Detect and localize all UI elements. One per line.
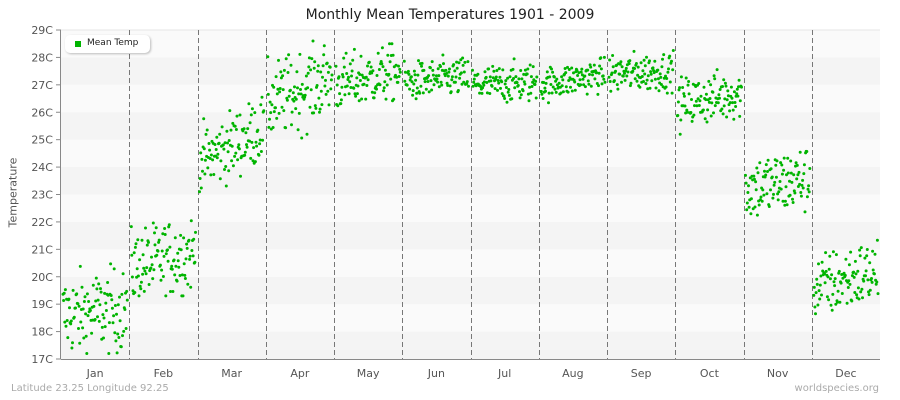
x-tick-label: Mar [221, 367, 242, 380]
x-tick-label: Jun [427, 367, 445, 380]
x-tick-label: Sep [631, 367, 652, 380]
x-tick-label: Dec [835, 367, 856, 380]
x-tick-label: Nov [767, 367, 789, 380]
chart-title: Monthly Mean Temperatures 1901 - 2009 [305, 7, 595, 23]
grid-band [61, 112, 880, 140]
y-tick-label: 29C [31, 24, 53, 37]
y-tick-label: 26C [31, 106, 53, 119]
y-tick-label: 17C [31, 353, 53, 366]
y-tick-label: 18C [31, 326, 53, 339]
legend: Mean Temp [65, 35, 150, 53]
grid-band [61, 30, 880, 58]
grid-band [61, 194, 880, 222]
grid-band [61, 331, 880, 359]
data-points [61, 39, 880, 355]
grid-band [61, 304, 880, 332]
y-tick-label: 23C [31, 189, 53, 202]
y-tick-label: 20C [31, 271, 53, 284]
y-tick-label: 24C [31, 161, 53, 174]
y-tick-label: 19C [31, 298, 53, 311]
grid-band [61, 276, 880, 305]
x-tick-label: Jan [86, 367, 104, 380]
y-tick-label: 28C [31, 51, 53, 64]
legend-label: Mean Temp [87, 38, 139, 48]
legend-swatch-icon [75, 41, 81, 47]
x-tick-label: Feb [154, 367, 173, 380]
x-tick-label: May [357, 367, 380, 380]
x-tick-label: Oct [700, 367, 720, 380]
x-tick-label: Aug [562, 367, 583, 380]
x-tick-label: Jul [497, 367, 511, 380]
x-tick-label: Apr [290, 367, 310, 380]
y-axis-label: Temperature [6, 157, 20, 228]
grid-band [61, 221, 880, 250]
y-tick-label: 25C [31, 134, 53, 147]
y-tick-label: 27C [31, 79, 53, 92]
y-tick-label: 21C [31, 243, 53, 256]
y-tick-label: 22C [31, 216, 53, 229]
grid-band [61, 57, 880, 85]
grid-band [61, 249, 880, 277]
location-caption: Latitude 23.25 Longitude 92.25 [11, 383, 169, 394]
grid-band [61, 167, 880, 195]
grid-band [61, 84, 880, 113]
grid-band [61, 139, 880, 168]
source-caption: worldspecies.org [794, 383, 879, 394]
